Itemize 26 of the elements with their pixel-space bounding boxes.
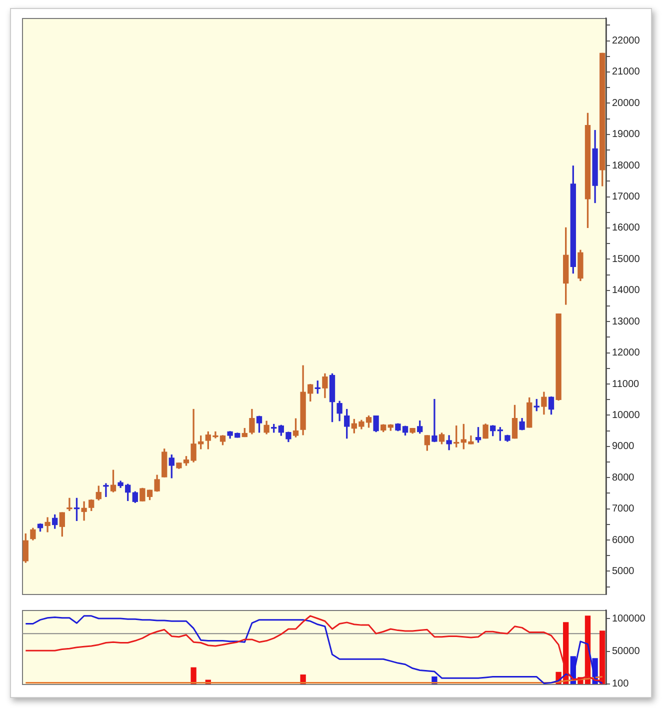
y-tick-label: 10000 [612,410,640,421]
candlestick [66,498,72,512]
y-tick-label: 100 [612,678,630,690]
bar [190,667,196,684]
y-tick-label: 6000 [612,534,635,546]
y-tick-label: 19000 [612,129,640,140]
y-tick-label: 100000 [612,613,646,624]
y-tick-label: 21000 [612,66,640,78]
y-tick-label: 5000 [612,566,635,577]
y-tick-label: 11000 [612,378,640,390]
y-tick-label: 13000 [612,316,640,328]
y-tick-label: 22000 [612,36,640,47]
y-tick-label: 17000 [612,192,640,203]
y-tick-label: 9000 [612,441,635,452]
candlestick [81,501,87,521]
y-tick-label: 18000 [612,160,640,172]
y-tick-label: 7000 [612,504,635,515]
y-tick-label: 20000 [612,98,640,109]
y-tick-label: 14000 [612,285,640,296]
y-tick-label: 15000 [612,254,640,265]
candlestick [432,398,438,442]
y-tick-label: 16000 [612,222,640,234]
y-tick-label: 8000 [612,472,635,484]
candlestick [103,483,109,497]
y-tick-label: 50000 [612,646,640,658]
y-tick-label: 12000 [612,348,640,359]
